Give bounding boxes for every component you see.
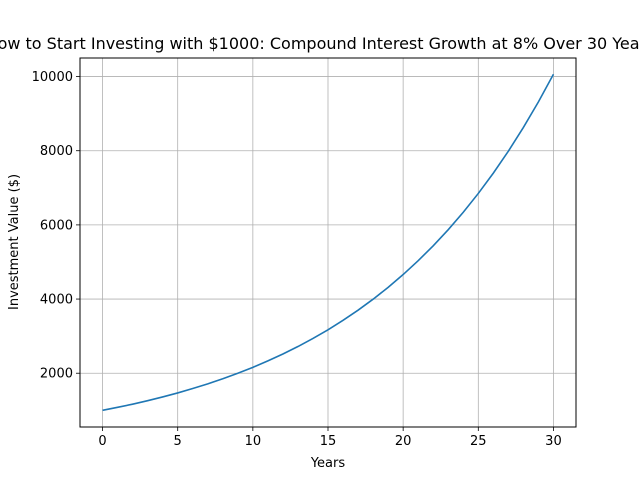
x-tick-label: 0 bbox=[98, 434, 106, 449]
y-tick-label: 6000 bbox=[40, 218, 73, 233]
x-tick-label: 30 bbox=[545, 434, 562, 449]
y-tick-label: 8000 bbox=[40, 144, 73, 159]
x-tick-label: 5 bbox=[174, 434, 182, 449]
y-tick-label: 10000 bbox=[32, 70, 73, 85]
chart-title: How to Start Investing with $1000: Compo… bbox=[0, 34, 640, 53]
x-tick-label: 25 bbox=[470, 434, 487, 449]
x-tick-label: 10 bbox=[245, 434, 262, 449]
x-tick-label: 20 bbox=[395, 434, 412, 449]
x-tick-label: 15 bbox=[320, 434, 337, 449]
y-tick-label: 4000 bbox=[40, 293, 73, 308]
grid bbox=[80, 58, 576, 427]
y-tick-label: 2000 bbox=[40, 367, 73, 382]
y-axis: 2000 4000 6000 8000 10000 bbox=[32, 70, 80, 382]
x-axis-label: Years bbox=[310, 456, 346, 471]
x-axis: 0 5 10 15 20 25 30 bbox=[98, 427, 561, 449]
y-axis-label: Investment Value ($) bbox=[7, 174, 22, 310]
